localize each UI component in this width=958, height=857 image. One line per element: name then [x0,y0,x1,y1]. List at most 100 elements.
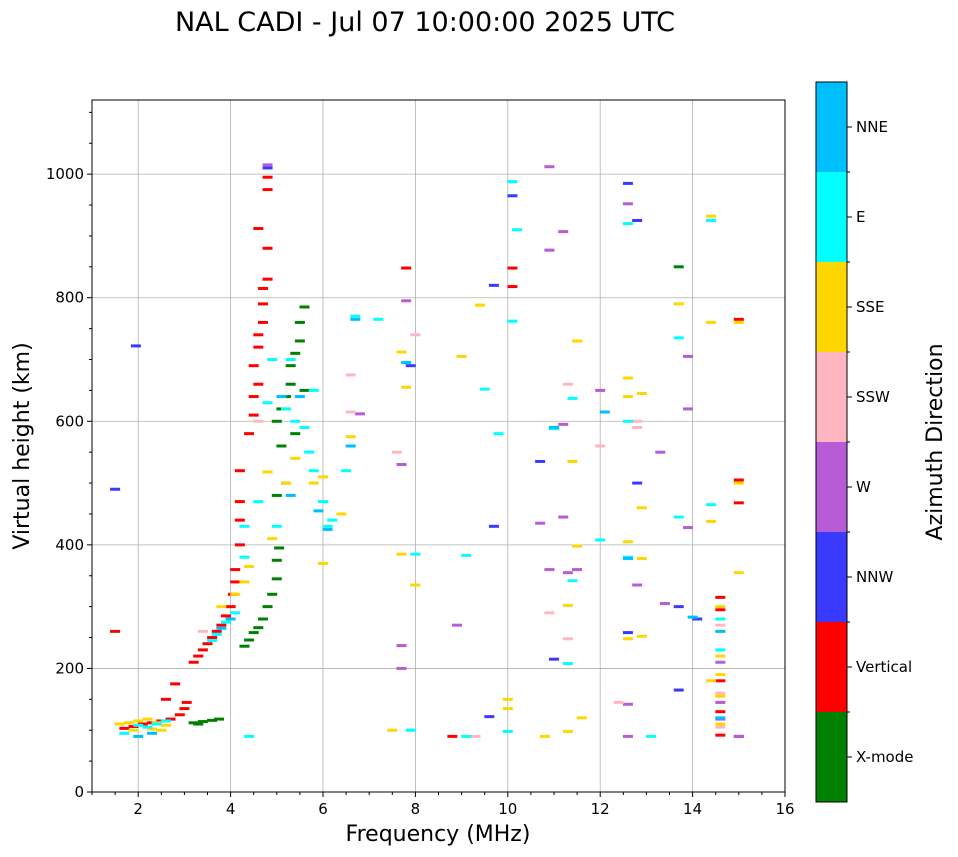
data-point [248,395,259,399]
data-point [271,419,282,423]
data-point [220,620,231,624]
x-tick-label: 8 [411,800,421,818]
data-point [239,555,250,559]
data-point [715,617,726,621]
data-point [659,602,670,606]
data-point [147,727,158,731]
data-point [507,180,518,184]
data-point [234,469,245,473]
data-point [142,725,153,729]
plot-area-frame [91,99,786,793]
data-point [715,716,726,720]
data-point [285,493,296,497]
data-point [234,500,245,504]
data-point [673,515,684,519]
colorbar-label: Azimuth Direction [923,343,948,540]
data-point [345,410,356,414]
data-point [715,673,726,677]
data-point [197,648,208,652]
data-point [733,478,744,482]
data-point [401,361,412,365]
data-point [373,317,384,321]
data-point [595,444,606,448]
colorbar-segment [816,622,847,712]
data-point [558,422,569,426]
data-point [410,552,421,556]
data-point [636,634,647,638]
data-point [239,580,250,584]
data-point [733,320,744,324]
data-point [447,734,458,738]
data-point [451,623,462,627]
data-point [396,463,407,467]
data-point [285,358,296,361]
data-point [193,722,204,726]
data-point [257,302,268,306]
data-point [114,722,125,726]
data-point [336,512,347,516]
data-point [405,364,416,368]
colorbar-tick-label: W [856,478,871,496]
data-point [179,707,190,711]
data-point [216,605,227,609]
data-point [322,524,333,528]
data-point [733,317,744,321]
colorbar-tick-label: E [856,208,865,226]
data-point [244,432,255,436]
data-point [692,617,703,621]
data-point [345,373,356,377]
data-point [507,266,518,270]
data-point [535,459,546,463]
data-point [211,629,222,633]
data-point [549,425,559,429]
y-axis-label: Virtual height (km) [10,342,35,549]
data-point [715,722,726,726]
data-point [479,387,490,391]
data-point [401,266,412,270]
y-tick-label: 1000 [46,165,84,183]
grid-lines [92,100,786,792]
data-point [262,166,273,170]
data-point [230,611,241,615]
data-point [294,395,305,399]
data-point [733,571,744,575]
data-point [234,518,245,522]
data-point [562,661,573,665]
data-point [558,230,569,234]
data-point [262,277,273,281]
colorbar-frame [815,81,848,803]
data-point [290,432,301,436]
data-point [622,419,633,423]
data-point [572,339,583,343]
data-point [622,222,633,226]
data-point [257,617,268,621]
data-point [262,188,273,192]
data-point [253,500,264,504]
data-point [507,319,518,323]
data-point [488,524,499,528]
data-point [715,691,726,695]
data-point [133,734,144,738]
data-points [110,163,744,738]
data-point [285,382,296,386]
data-point [230,580,241,584]
data-point [535,521,546,525]
data-point [322,527,333,531]
data-point [262,163,273,167]
data-point [396,350,407,354]
data-point [253,626,264,630]
data-point [706,214,717,218]
data-point [682,407,693,411]
data-point [133,719,144,723]
data-point [706,519,717,523]
colorbar-tick-label: X-mode [856,748,913,766]
x-tick-label: 16 [775,800,794,818]
data-point [160,697,171,701]
data-point [673,265,684,269]
data-point [354,412,365,416]
data-point [271,558,282,562]
data-point [470,734,481,738]
data-point [294,320,305,324]
data-point [401,299,412,303]
